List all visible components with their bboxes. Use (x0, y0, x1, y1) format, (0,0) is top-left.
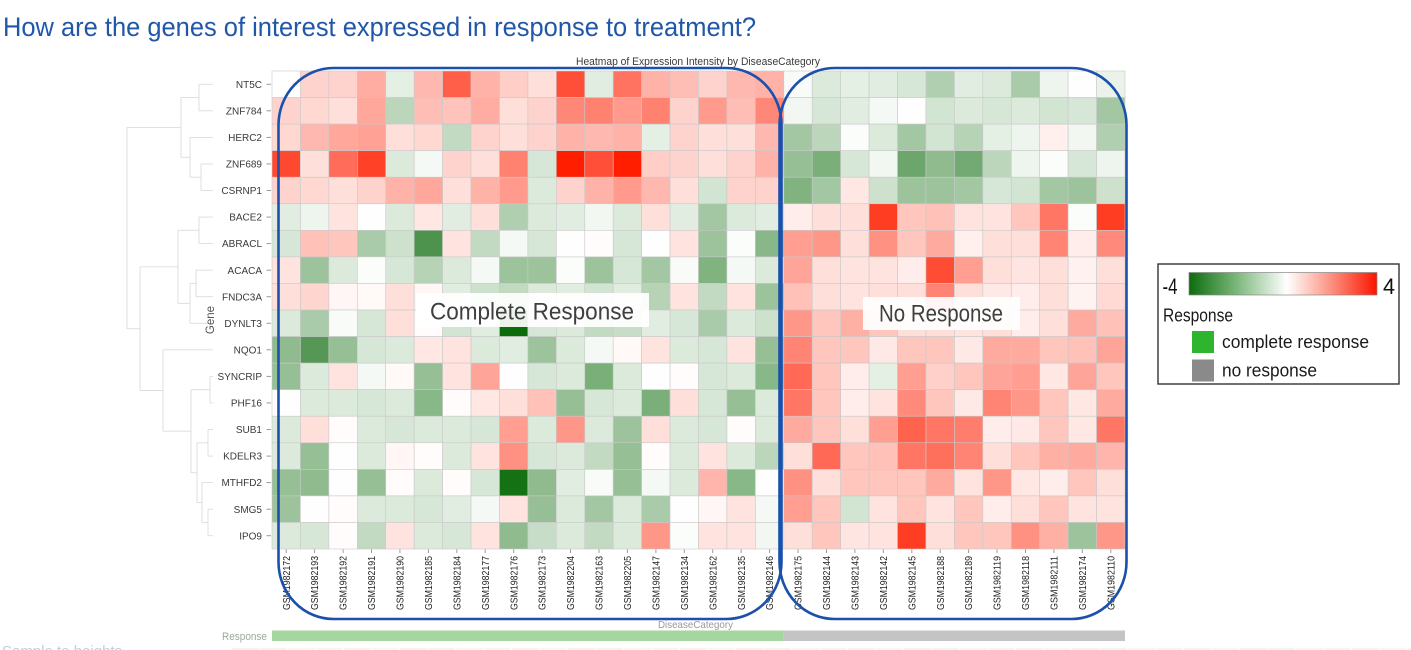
svg-text:MTHFD2: MTHFD2 (221, 478, 262, 489)
svg-text:ZNF689: ZNF689 (226, 160, 263, 171)
svg-text:ABRACL: ABRACL (222, 239, 262, 250)
svg-text:GSM1982135: GSM1982135 (736, 556, 748, 610)
svg-text:GSM1982193: GSM1982193 (309, 556, 321, 610)
svg-text:GSM1982134: GSM1982134 (679, 556, 691, 610)
svg-text:complete response: complete response (1222, 332, 1369, 352)
svg-text:Complete Response: Complete Response (430, 299, 634, 326)
svg-text:GSM1982176: GSM1982176 (508, 556, 520, 610)
svg-text:no response: no response (1222, 361, 1317, 381)
svg-text:Response: Response (1163, 306, 1233, 326)
svg-text:Sample to heights: Sample to heights (2, 643, 122, 650)
svg-text:GSM1982173: GSM1982173 (537, 556, 549, 610)
svg-text:SUB1: SUB1 (236, 425, 263, 436)
svg-text:SYNCRIP: SYNCRIP (218, 372, 263, 383)
svg-text:NQO1: NQO1 (234, 345, 263, 356)
svg-text:ACACA: ACACA (228, 266, 263, 277)
svg-text:GSM1982188: GSM1982188 (935, 556, 947, 610)
svg-text:ZNF784: ZNF784 (226, 106, 263, 117)
svg-text:KDELR3: KDELR3 (223, 452, 262, 463)
svg-text:GSM1982142: GSM1982142 (878, 556, 890, 610)
svg-text:SMG5: SMG5 (234, 505, 263, 516)
svg-text:GSM1982190: GSM1982190 (395, 556, 407, 610)
svg-text:GSM1982204: GSM1982204 (565, 556, 577, 610)
svg-text:GSM1982192: GSM1982192 (338, 556, 350, 610)
svg-text:NT5C: NT5C (236, 80, 262, 91)
svg-text:GSM1982162: GSM1982162 (707, 556, 719, 610)
svg-text:How are the genes of interest: How are the genes of interest expressed … (3, 12, 756, 42)
svg-text:GSM1982145: GSM1982145 (906, 556, 918, 610)
svg-text:Heatmap of Expression Intensit: Heatmap of Expression Intensity by Disea… (576, 56, 820, 68)
svg-text:GSM1982119: GSM1982119 (992, 556, 1004, 610)
svg-text:GSM1982185: GSM1982185 (423, 556, 435, 610)
svg-text:IPO9: IPO9 (239, 531, 262, 542)
svg-text:GSM1982146: GSM1982146 (764, 556, 776, 610)
svg-text:GSM1982175: GSM1982175 (793, 556, 805, 610)
svg-text:Gene: Gene (205, 306, 217, 334)
svg-text:4: 4 (1383, 274, 1395, 299)
svg-text:Response: Response (222, 631, 267, 643)
svg-text:GSM1982163: GSM1982163 (594, 556, 606, 610)
svg-text:GSM1982191: GSM1982191 (366, 556, 378, 610)
svg-text:GSM1982177: GSM1982177 (480, 556, 492, 610)
svg-text:GSM1982118: GSM1982118 (1020, 556, 1032, 610)
svg-text:BACE2: BACE2 (229, 213, 262, 224)
svg-text:GSM1982189: GSM1982189 (963, 556, 975, 610)
svg-text:HERC2: HERC2 (228, 133, 262, 144)
svg-text:GSM1982143: GSM1982143 (850, 556, 862, 610)
svg-text:GSM1982144: GSM1982144 (821, 556, 833, 610)
svg-text:DYNLT3: DYNLT3 (224, 319, 262, 330)
svg-text:No Response: No Response (879, 301, 1003, 328)
svg-text:GSM1982147: GSM1982147 (651, 556, 663, 610)
svg-text:GSM1982184: GSM1982184 (451, 556, 463, 610)
svg-text:GSM1982111: GSM1982111 (1049, 556, 1061, 610)
svg-text:PHF16: PHF16 (231, 399, 263, 410)
svg-text:FNDC3A: FNDC3A (222, 292, 262, 303)
svg-text:CSRNP1: CSRNP1 (221, 186, 262, 197)
svg-text:-4: -4 (1163, 274, 1178, 299)
svg-text:DiseaseCategory: DiseaseCategory (658, 619, 734, 631)
svg-text:GSM1982205: GSM1982205 (622, 556, 634, 610)
svg-text:GSM1982174: GSM1982174 (1077, 556, 1089, 610)
